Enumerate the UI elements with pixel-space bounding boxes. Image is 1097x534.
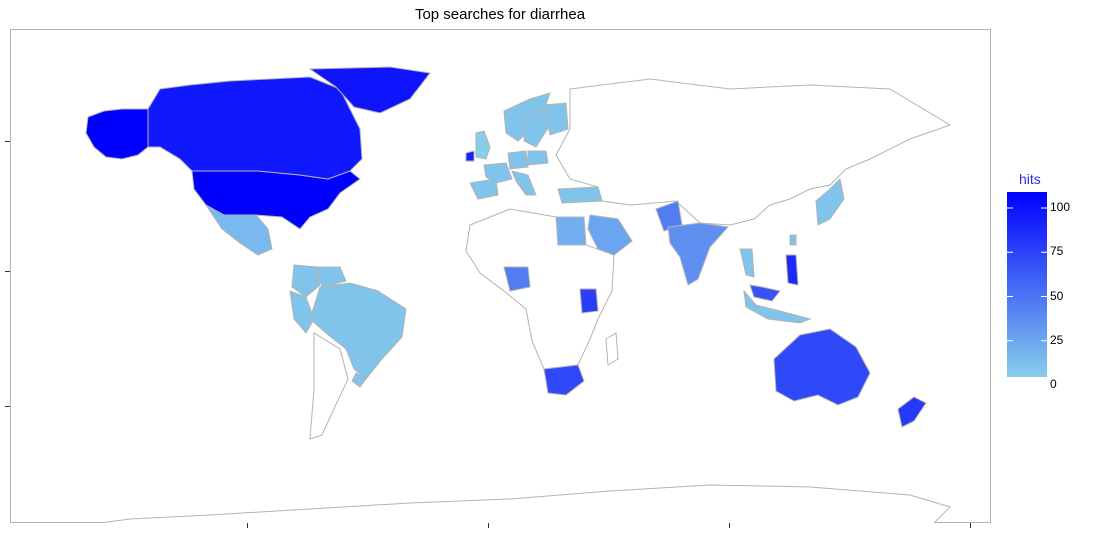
x-axis-tick [247,523,248,528]
country-peru [289,290,315,334]
legend-tick-label: 25 [1050,332,1064,347]
x-axis-tick [970,523,971,528]
country-taiwan [789,234,797,246]
country-australia [773,328,871,406]
legend-tick-label: 0 [1050,377,1057,391]
country-turkey [557,186,603,204]
country-italy [511,170,537,196]
legend-title: hits [1019,171,1041,187]
y-axis-tick [5,271,10,272]
country-antarctica [96,484,951,523]
country-saudi-arabia [587,214,633,256]
country-brazil [309,282,407,380]
country-canada [147,76,363,180]
countries-layer [85,66,952,523]
country-malaysia [749,284,781,302]
country-ireland [465,150,475,162]
country-finland [543,102,569,136]
country-venezuela [315,266,347,288]
legend-tick-label: 100 [1050,200,1071,214]
country-mexico [205,204,273,256]
country-philippines [785,254,799,286]
legend-tick-label: 75 [1050,244,1064,259]
country-madagascar [605,332,619,366]
country-indonesia [743,289,812,324]
country-south-africa [543,364,585,396]
country-france [483,162,513,184]
country-egypt [555,216,587,246]
country-india [667,222,729,286]
legend-tick-label: 50 [1050,288,1064,303]
country-poland [527,150,549,166]
country-kenya [579,288,599,314]
x-axis-tick [729,523,730,528]
color-legend [1007,192,1047,386]
y-axis-tick [5,406,10,407]
country-united-kingdom [475,130,491,160]
country-thailand [739,248,755,278]
country-greenland [308,66,431,114]
country-alaska-region [85,108,149,160]
country-nigeria [503,266,531,292]
country-germany [507,150,529,170]
country-asia-outline [555,78,952,226]
x-axis-tick [488,523,489,528]
chart-title: Top searches for diarrhea [414,6,586,23]
legend-tick-marks [1007,207,1047,386]
country-sweden [523,108,551,148]
world-map [85,66,952,523]
country-new-zealand [897,396,927,428]
country-argentina-region [309,332,349,440]
country-japan [815,177,845,226]
legend-colorbar [1007,192,1047,377]
country-uruguay [351,372,367,388]
country-colombia [291,264,321,298]
y-axis-tick [5,141,10,142]
country-spain [469,178,499,200]
